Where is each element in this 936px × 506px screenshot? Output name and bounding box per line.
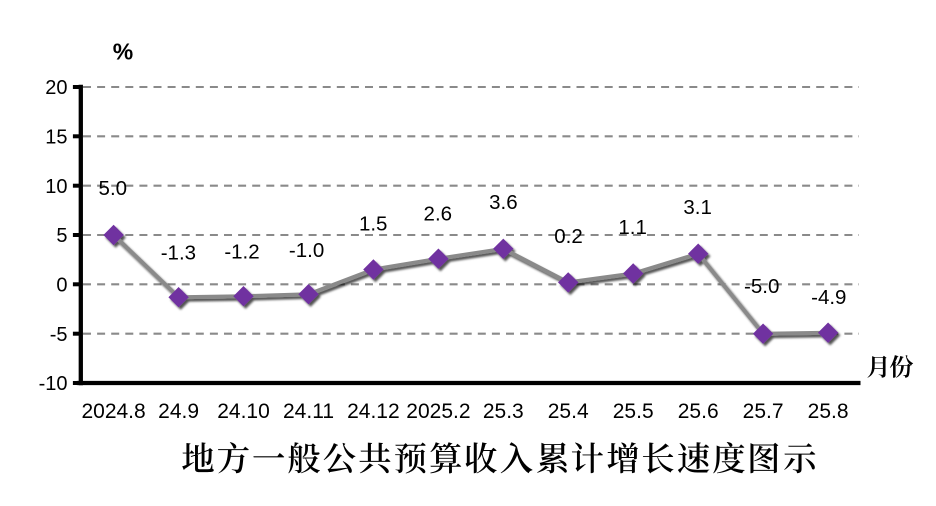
svg-text:1.1: 1.1 bbox=[618, 216, 647, 239]
svg-text:15: 15 bbox=[45, 127, 67, 149]
svg-text:-1.0: -1.0 bbox=[289, 239, 324, 262]
svg-text:2024.8: 2024.8 bbox=[81, 400, 145, 423]
svg-text:24.11: 24.11 bbox=[283, 400, 334, 423]
svg-text:-1.3: -1.3 bbox=[161, 242, 196, 265]
svg-text:2025.2: 2025.2 bbox=[406, 400, 470, 423]
svg-text:-5.0: -5.0 bbox=[744, 275, 779, 298]
svg-text:10: 10 bbox=[45, 176, 67, 198]
svg-text:-4.9: -4.9 bbox=[811, 286, 846, 309]
svg-text:20: 20 bbox=[45, 77, 67, 99]
svg-text:0: 0 bbox=[56, 275, 67, 297]
svg-text:5: 5 bbox=[56, 225, 67, 247]
svg-text:25.4: 25.4 bbox=[548, 400, 589, 423]
svg-text:5.0: 5.0 bbox=[99, 177, 128, 200]
svg-text:-10: -10 bbox=[39, 373, 68, 395]
svg-text:3.6: 3.6 bbox=[489, 191, 518, 214]
svg-text:25.6: 25.6 bbox=[678, 400, 719, 423]
svg-text:25.5: 25.5 bbox=[613, 400, 654, 423]
svg-text:25.7: 25.7 bbox=[743, 400, 784, 423]
svg-text:0.2: 0.2 bbox=[554, 225, 583, 248]
svg-text:25.3: 25.3 bbox=[483, 400, 524, 423]
svg-text:-5: -5 bbox=[50, 324, 68, 346]
svg-text:3.1: 3.1 bbox=[683, 196, 712, 219]
svg-text:2.6: 2.6 bbox=[424, 202, 453, 225]
svg-text:1.5: 1.5 bbox=[359, 213, 388, 236]
svg-text:-1.2: -1.2 bbox=[224, 241, 259, 264]
svg-text:24.9: 24.9 bbox=[158, 400, 199, 423]
svg-text:24.10: 24.10 bbox=[217, 400, 270, 423]
svg-text:25.8: 25.8 bbox=[808, 400, 849, 423]
svg-text:%: % bbox=[113, 39, 133, 65]
svg-text:24.12: 24.12 bbox=[347, 400, 400, 423]
